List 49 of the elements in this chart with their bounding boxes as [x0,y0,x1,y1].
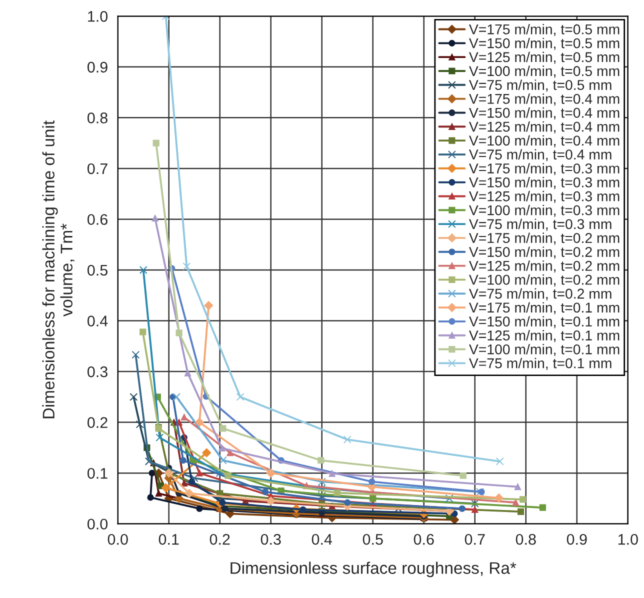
legend-label: V=100 m/min, t=0.3 mm [469,204,620,217]
x-tick-label: 0.2 [210,534,230,545]
legend-label: V=75 m/min, t=0.3 mm [469,218,612,231]
y-axis-title: Dimensionless for machining time of unit volume, Tm* [42,120,74,418]
legend-label: V=100 m/min, t=0.5 mm [469,66,620,78]
legend-label: V=75 m/min, t=0.5 mm [469,80,612,92]
x-tick-label: 0.7 [464,534,485,545]
y-tick-label: 0.8 [87,112,108,124]
legend-label: V=175 m/min, t=0.5 mm [469,24,620,36]
y-tick-label: 0.2 [87,417,108,428]
legend-label: V=125 m/min, t=0.4 mm [469,121,620,134]
legend-label: V=75 m/min, t=0.2 mm [469,288,612,300]
legend-label: V=100 m/min, t=0.1 mm [469,344,620,356]
legend-label: V=175 m/min, t=0.3 mm [469,163,620,176]
legend-label: V=150 m/min, t=0.1 mm [469,316,620,328]
x-tick-label: 0.6 [414,534,434,545]
y-tick-label: 0.7 [87,163,108,174]
legend-label: V=175 m/min, t=0.2 mm [469,232,620,245]
legend-label: V=125 m/min, t=0.3 mm [469,190,620,203]
legend-label: V=175 m/min, t=0.1 mm [469,302,620,314]
y-tick-label: 0.1 [87,468,108,479]
x-tick-label: 1.0 [618,534,638,545]
legend-label: V=125 m/min, t=0.1 mm [469,330,620,342]
y-tick-label: 0.6 [87,214,108,225]
legend-label: V=100 m/min, t=0.2 mm [469,274,620,286]
x-tick-label: 0.9 [566,534,587,545]
x-tick-label: 0.8 [516,534,536,545]
legend-label: V=175 m/min, t=0.4 mm [469,94,620,106]
x-tick-label: 0.3 [260,534,281,545]
legend-label: V=125 m/min, t=0.5 mm [469,52,620,64]
legend-label: V=75 m/min, t=0.4 mm [469,149,612,162]
legend-label: V=150 m/min, t=0.5 mm [469,38,620,50]
legend-label: V=100 m/min, t=0.4 mm [469,135,620,148]
legend-label: V=150 m/min, t=0.4 mm [469,107,620,120]
y-tick-label: 0.9 [87,62,108,73]
legend-label: V=150 m/min, t=0.3 mm [469,176,620,190]
x-axis-title: Dimensionless surface roughness, Ra* [230,562,516,578]
legend-label: V=150 m/min, t=0.2 mm [469,246,620,259]
legend-label: V=125 m/min, t=0.2 mm [469,260,620,273]
x-tick-label: 0.1 [158,534,179,545]
y-tick-label: 0.3 [87,366,108,378]
x-tick-label: 0.5 [362,534,383,545]
x-tick-label: 0.4 [312,534,332,545]
y-tick-label: 0.5 [87,264,108,276]
y-tick-label: 1.0 [88,11,108,22]
y-tick-label: 0.4 [87,316,108,326]
y-tick-label: 0.0 [87,518,108,530]
legend-label: V=75 m/min, t=0.1 mm [469,358,612,370]
x-tick-label: 0.0 [108,534,128,545]
